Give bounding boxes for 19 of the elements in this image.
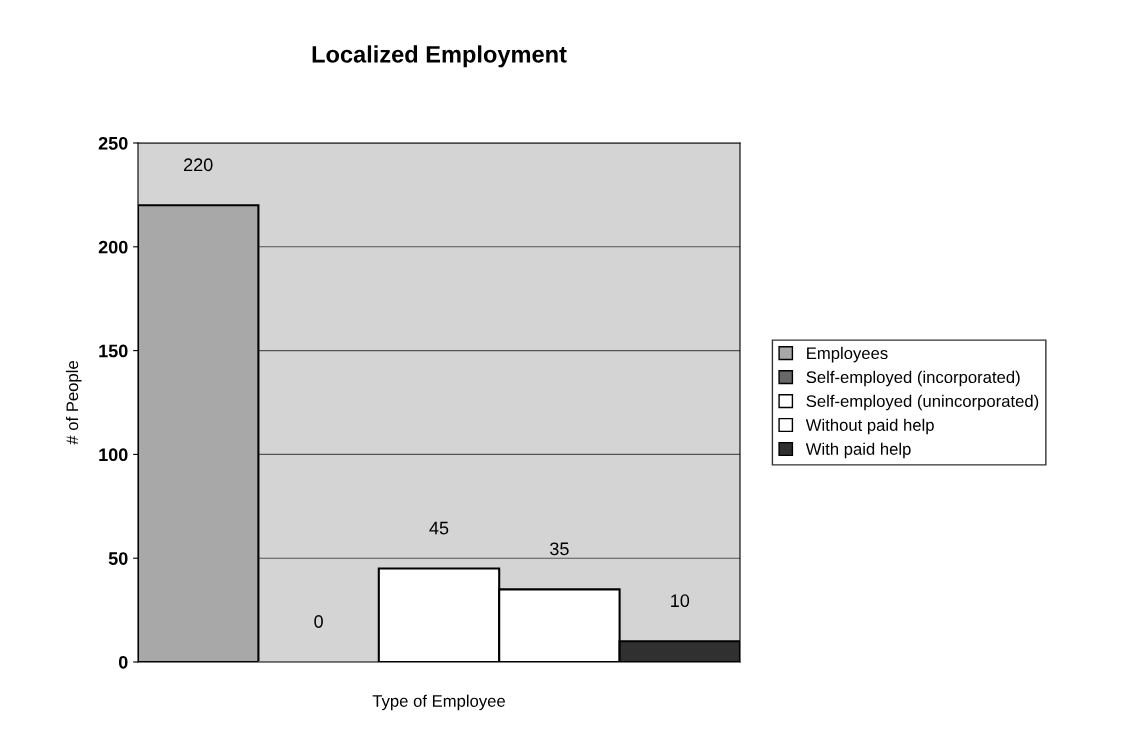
legend-label: Self-employed (unincorporated) bbox=[806, 394, 1039, 411]
data-label: 220 bbox=[184, 158, 213, 172]
data-label: 45 bbox=[429, 521, 449, 535]
x-axis-title: Type of Employee bbox=[372, 694, 505, 711]
y-axis-title: # of People bbox=[65, 361, 82, 445]
y-tick-label: 200 bbox=[98, 240, 128, 254]
y-tick-label: 100 bbox=[99, 448, 128, 462]
legend-label: Self-employed (incorporated) bbox=[806, 370, 1020, 387]
y-tick-label: 150 bbox=[99, 344, 128, 358]
data-label: 0 bbox=[314, 615, 323, 628]
legend-label: Without paid help bbox=[805, 418, 934, 435]
legend-label: Employees bbox=[807, 346, 888, 363]
chart-title: Localized Employment bbox=[312, 45, 567, 68]
y-tick-label: 250 bbox=[98, 136, 128, 150]
y-tick-label: 0 bbox=[118, 655, 128, 669]
data-label: 35 bbox=[550, 542, 569, 556]
legend-label: With paid help bbox=[805, 442, 911, 459]
y-tick-label: 50 bbox=[108, 552, 128, 565]
data-label: 10 bbox=[671, 594, 690, 608]
